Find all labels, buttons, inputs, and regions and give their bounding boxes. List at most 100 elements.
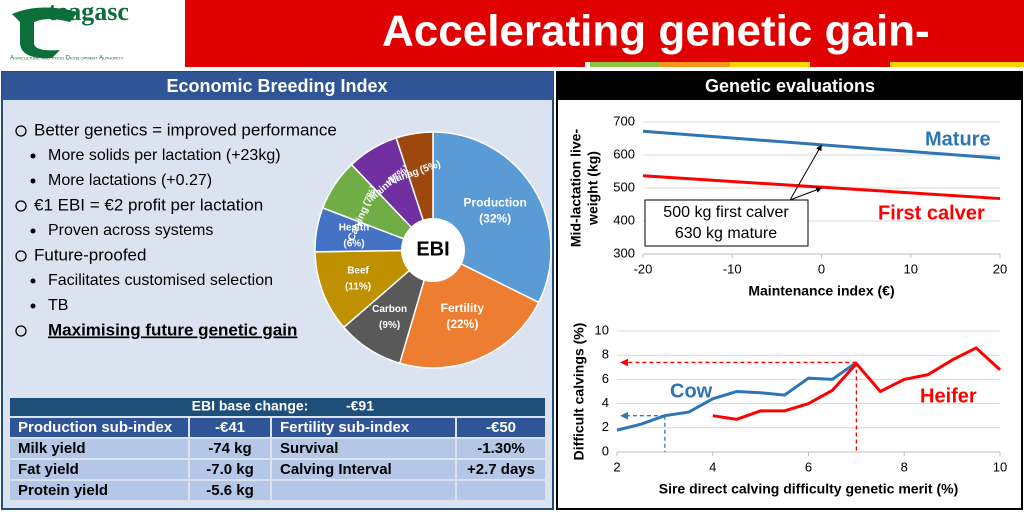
table: EBI base change: -€91 Production sub-index… bbox=[10, 398, 545, 500]
y-tick-label: 4 bbox=[602, 395, 609, 410]
bullet-marker bbox=[15, 125, 27, 137]
table-cell bbox=[272, 418, 455, 437]
line-chart: 300 400 500 600 700 -20 -10 0 10 20 Maintenance in… bbox=[568, 113, 1008, 298]
slice-name: Carbon bbox=[372, 304, 407, 315]
y-tick-label: 700 bbox=[613, 113, 635, 128]
bullet-text: €1 EBI = €2 profit per lactation bbox=[34, 195, 263, 214]
annotation-arrow bbox=[789, 187, 823, 201]
table-cell bbox=[10, 418, 188, 437]
table-header: EBI base change: bbox=[192, 398, 309, 414]
bullet-text: Better genetics = improved performance bbox=[34, 120, 337, 139]
slice-value: (32%) bbox=[479, 212, 511, 226]
table-cell-text: -€41 bbox=[215, 419, 245, 436]
table-cell bbox=[457, 439, 545, 458]
y-tick-label: 8 bbox=[602, 347, 609, 362]
table-cell bbox=[272, 439, 455, 458]
annotation-arrow bbox=[789, 144, 822, 201]
y-tick-label: 400 bbox=[613, 212, 635, 227]
table-cell bbox=[190, 481, 270, 500]
right-title-bar bbox=[557, 72, 1022, 100]
bullet-marker bbox=[15, 200, 27, 212]
table-cell-text: Survival bbox=[280, 440, 338, 457]
table-cell-text: Milk yield bbox=[18, 440, 86, 457]
bullet-list: Better genetics = improved performance Mo… bbox=[15, 120, 337, 339]
table-cell-text: Protein yield bbox=[18, 482, 108, 499]
sub-bullet-text: More solids per lactation (+23kg) bbox=[48, 147, 281, 164]
y-tick-label: 6 bbox=[602, 371, 609, 386]
pie-label: Carbon (9%) bbox=[372, 304, 407, 331]
header-bar bbox=[185, 0, 1024, 62]
header-strip bbox=[185, 62, 1024, 67]
y-tick-label: 0 bbox=[602, 443, 609, 458]
x-tick-label: 6 bbox=[805, 459, 812, 474]
x-tick-label: 10 bbox=[993, 459, 1007, 474]
table-cell bbox=[10, 439, 188, 458]
x-tick-label: 2 bbox=[613, 459, 620, 474]
table-cell-text: -74 kg bbox=[208, 440, 251, 457]
sub-bullet-marker bbox=[30, 228, 36, 234]
table-cell-text: +2.7 days bbox=[467, 461, 535, 478]
table-cell bbox=[10, 481, 188, 500]
y-axis-label: weight (kg) bbox=[585, 151, 601, 226]
table-header-bg bbox=[10, 398, 545, 416]
table-cell-text: -1.30% bbox=[477, 440, 525, 457]
x-tick-label: -20 bbox=[634, 261, 653, 276]
y-tick-label: 300 bbox=[613, 245, 635, 260]
series-label: Heifer bbox=[920, 385, 977, 407]
sub-bullet-text: Proven across systems bbox=[48, 222, 213, 239]
sub-bullet-text: Facilitates customised selection bbox=[48, 272, 273, 289]
table-cell-text: Fertility sub-index bbox=[280, 419, 410, 436]
table-cell bbox=[10, 460, 188, 479]
sub-bullet-text: More lactations (+0.27) bbox=[48, 172, 212, 189]
pie-label: Production (32%) bbox=[464, 196, 527, 226]
table-cell-text: -5.6 kg bbox=[206, 482, 254, 499]
x-tick-label: -10 bbox=[723, 261, 742, 276]
table-cell-text: -€50 bbox=[486, 419, 516, 436]
table-cell bbox=[190, 460, 270, 479]
right-panel bbox=[556, 71, 1023, 510]
sub-bullet-text: TB bbox=[48, 297, 68, 314]
x-tick-label: 10 bbox=[904, 261, 918, 276]
table-cell bbox=[190, 439, 270, 458]
pie-label: Beef (11%) bbox=[345, 265, 371, 292]
x-tick-label: 8 bbox=[901, 459, 908, 474]
annotation-text: 630 kg mature bbox=[675, 225, 777, 242]
pie-label: Health (6%) bbox=[339, 223, 370, 250]
slice-value: (11%) bbox=[345, 281, 371, 292]
series-label: Mature bbox=[925, 128, 991, 150]
annotation-text: 500 kg first calver bbox=[663, 204, 789, 221]
slice-value: (9%) bbox=[379, 320, 400, 331]
annotation-box bbox=[644, 199, 809, 247]
table-cell-text: Calving Interval bbox=[280, 461, 392, 478]
table-cell bbox=[272, 460, 455, 479]
x-tick-label: 0 bbox=[818, 261, 825, 276]
y-tick-label: 10 bbox=[595, 322, 609, 337]
x-axis-label: Maintenance index (€) bbox=[748, 283, 894, 299]
table-cell bbox=[190, 418, 270, 437]
sub-bullet-marker bbox=[30, 278, 36, 284]
series-line bbox=[616, 361, 858, 432]
pie-label: Fertility (22%) bbox=[441, 301, 485, 331]
slice-value: (22%) bbox=[446, 317, 478, 331]
sub-bullet-marker bbox=[30, 178, 36, 184]
table-cell bbox=[457, 418, 545, 437]
y-tick-label: 2 bbox=[602, 419, 609, 434]
pie-center bbox=[401, 218, 465, 282]
series-label: First calver bbox=[878, 202, 985, 224]
tagline: Agriculture and Food Development Authori… bbox=[10, 56, 124, 62]
series-label: Cow bbox=[670, 380, 713, 402]
y-tick-label: 600 bbox=[613, 146, 635, 161]
table-header: -€91 bbox=[346, 398, 374, 414]
left-title-bar bbox=[2, 72, 553, 100]
table-cell-text: Fat yield bbox=[18, 461, 79, 478]
sub-bullet-marker bbox=[30, 303, 36, 309]
logo-mark bbox=[12, 7, 78, 59]
slice-name: Health bbox=[339, 223, 370, 234]
y-tick-label: 500 bbox=[613, 179, 635, 194]
bullet-text: Maximising future genetic gain bbox=[48, 320, 297, 339]
slice-value: (6%) bbox=[343, 239, 364, 250]
pie-slice bbox=[314, 249, 436, 329]
